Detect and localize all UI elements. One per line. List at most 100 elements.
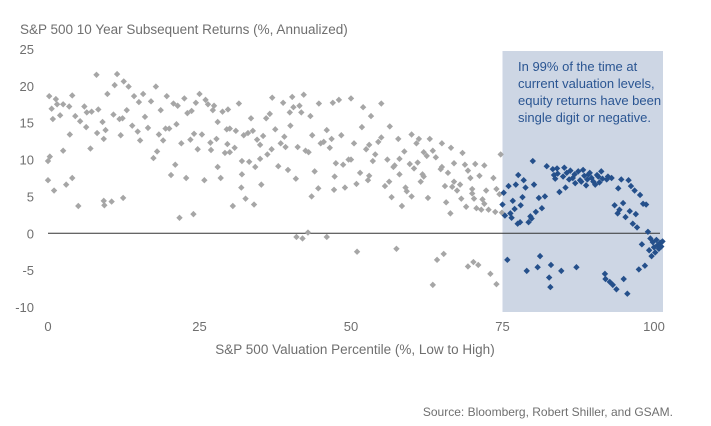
data-point (429, 281, 437, 289)
data-point (279, 99, 287, 107)
data-point (469, 190, 476, 197)
data-point (449, 183, 456, 191)
data-point-high-valuation (638, 241, 646, 248)
data-point (300, 91, 307, 98)
data-point (305, 149, 312, 156)
data-point (269, 94, 276, 101)
y-tick-label: 5 (27, 189, 34, 204)
data-point-high-valuation (633, 224, 641, 231)
annotation-line: single digit or negative. (518, 110, 651, 125)
data-point (296, 102, 303, 109)
data-point (221, 149, 229, 157)
data-point-high-valuation (558, 267, 565, 275)
data-point-high-valuation (602, 275, 609, 283)
data-point (53, 101, 61, 108)
data-point (256, 141, 264, 149)
x-tick-label: 50 (344, 319, 358, 334)
data-point (262, 115, 270, 122)
data-point (478, 206, 485, 213)
data-point (406, 160, 413, 168)
data-point-high-valuation (573, 263, 580, 271)
data-point (250, 201, 258, 208)
data-point (117, 132, 124, 139)
data-point (447, 210, 454, 217)
data-point (83, 109, 90, 116)
data-point-high-valuation (622, 213, 629, 221)
data-point (473, 205, 480, 212)
data-point (253, 136, 261, 143)
data-point (232, 127, 240, 135)
data-point (272, 126, 279, 133)
data-point-high-valuation (582, 182, 590, 189)
y-tick-label: -10 (15, 300, 34, 315)
data-point (214, 163, 221, 171)
data-point (447, 144, 455, 151)
data-point-high-valuation (565, 176, 573, 183)
data-point-high-valuation (519, 193, 526, 201)
data-point-high-valuation (585, 171, 592, 178)
data-point (362, 146, 370, 153)
data-point (426, 135, 433, 143)
data-point (359, 104, 367, 111)
data-point (266, 110, 273, 118)
data-point (44, 177, 52, 184)
data-point-high-valuation (609, 281, 616, 289)
data-point (198, 131, 206, 138)
data-point (120, 78, 127, 85)
data-point (391, 162, 398, 169)
data-point (353, 180, 360, 188)
data-point (410, 165, 418, 172)
data-point (277, 140, 284, 147)
data-point (247, 115, 255, 122)
data-point-high-valuation (522, 184, 529, 191)
data-point (386, 123, 393, 130)
data-point (190, 210, 197, 218)
data-point (201, 177, 208, 184)
data-point (224, 106, 232, 113)
data-point (375, 138, 382, 146)
data-point (332, 160, 340, 167)
data-point (438, 163, 446, 171)
data-point-high-valuation (529, 157, 536, 165)
data-point (119, 115, 126, 122)
data-point-high-valuation (644, 228, 652, 236)
data-point-high-valuation (500, 189, 507, 196)
data-point (75, 202, 82, 210)
data-point-high-valuation (562, 184, 569, 191)
y-tick-label: 10 (20, 153, 34, 168)
data-point-high-valuation (556, 188, 563, 196)
data-point-high-valuation (504, 256, 511, 264)
data-point (162, 125, 169, 132)
data-point (249, 127, 257, 135)
data-point-high-valuation (534, 263, 541, 271)
data-point (315, 100, 323, 107)
data-point-high-valuation (603, 176, 610, 183)
data-point (294, 143, 301, 151)
data-point (347, 95, 355, 102)
data-point (144, 124, 152, 132)
data-point (482, 187, 490, 194)
data-point-high-valuation (499, 201, 506, 208)
data-point (217, 174, 224, 182)
data-point (330, 186, 338, 193)
annotation-line: In 99% of the time at (518, 59, 638, 74)
data-point (229, 202, 237, 210)
annotation-line: equity returns have been (518, 93, 661, 108)
data-point-high-valuation (611, 202, 618, 209)
data-point (226, 125, 233, 132)
data-point (226, 149, 233, 156)
data-point (219, 108, 226, 115)
data-point (481, 200, 488, 207)
data-point-high-valuation (512, 181, 520, 188)
data-point (207, 139, 214, 146)
data-point-high-valuation (625, 177, 632, 184)
data-point-high-valuation (613, 286, 620, 293)
data-point (157, 106, 164, 114)
data-point-high-valuation (559, 173, 567, 180)
data-point (464, 263, 472, 270)
data-point-high-valuation (642, 201, 650, 208)
data-point (424, 194, 432, 202)
data-point (299, 235, 306, 242)
data-point (458, 195, 465, 202)
data-point-high-valuation (618, 176, 625, 183)
